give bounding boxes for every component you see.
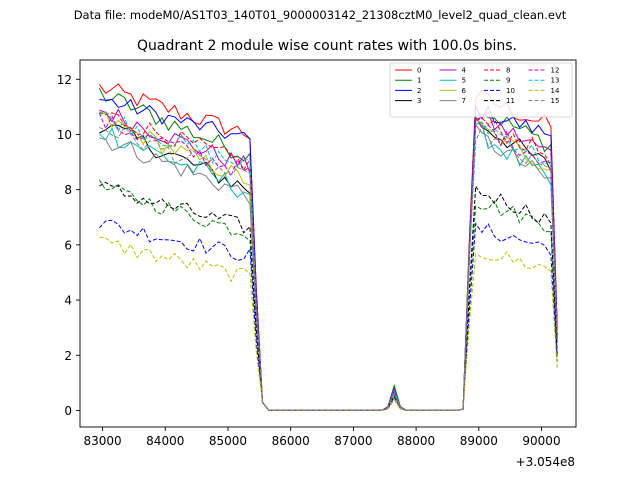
series-line-11 xyxy=(99,181,558,411)
y-tick-label: 4 xyxy=(64,294,72,308)
x-tick-label: 84000 xyxy=(146,434,184,448)
y-tick-label: 6 xyxy=(64,238,72,252)
y-tick-label: 10 xyxy=(57,128,72,142)
legend-box xyxy=(389,62,573,118)
series-line-9 xyxy=(98,179,558,411)
legend-label-3: 3 xyxy=(417,97,421,105)
chart-suptitle: Data file: modeM0/AS1T03_140T01_90000031… xyxy=(74,8,567,22)
legend-label-5: 5 xyxy=(462,77,466,85)
series-lines xyxy=(98,83,558,411)
y-tick-label: 8 xyxy=(64,183,72,197)
legend-label-14: 14 xyxy=(551,87,560,95)
x-tick-label: 90000 xyxy=(522,434,560,448)
legend-label-0: 0 xyxy=(417,67,421,75)
legend-label-15: 15 xyxy=(551,97,560,105)
legend-label-8: 8 xyxy=(506,67,510,75)
plot-frame xyxy=(79,59,577,428)
x-tick-label: 83000 xyxy=(83,434,121,448)
chart-title: Quadrant 2 module wise count rates with … xyxy=(137,38,517,54)
x-offset-label: +3.054e8 xyxy=(516,455,575,469)
legend-label-2: 2 xyxy=(417,87,421,95)
legend-label-7: 7 xyxy=(462,97,466,105)
series-line-15 xyxy=(99,124,558,411)
x-tick-label: 86000 xyxy=(272,434,310,448)
legend-label-11: 11 xyxy=(506,97,515,105)
series-line-10 xyxy=(99,219,558,411)
legend-label-4: 4 xyxy=(462,67,467,75)
legend-label-6: 6 xyxy=(462,87,467,95)
legend-label-9: 9 xyxy=(506,77,510,85)
legend-label-10: 10 xyxy=(506,87,515,95)
series-line-12 xyxy=(98,112,558,411)
x-tick-label: 85000 xyxy=(209,434,247,448)
legend-label-13: 13 xyxy=(551,77,560,85)
series-line-13 xyxy=(99,111,558,411)
x-tick-label: 88000 xyxy=(397,434,435,448)
series-line-7 xyxy=(99,123,558,411)
y-tick-label: 12 xyxy=(57,73,72,87)
series-line-5 xyxy=(99,118,558,411)
plot-area: 83000 84000 85000 86000 87000 88000 89000 90000… xyxy=(57,59,577,448)
legend-label-12: 12 xyxy=(551,67,560,75)
x-tick-label: 87000 xyxy=(334,434,372,448)
series-line-8 xyxy=(99,111,558,411)
series-line-4 xyxy=(99,108,558,411)
series-line-6 xyxy=(99,112,558,411)
y-tick-label: 0 xyxy=(64,404,72,418)
y-tick-label: 2 xyxy=(64,349,72,363)
x-tick-label: 89000 xyxy=(460,434,498,448)
series-line-14 xyxy=(99,236,558,411)
legend-label-1: 1 xyxy=(417,77,421,85)
